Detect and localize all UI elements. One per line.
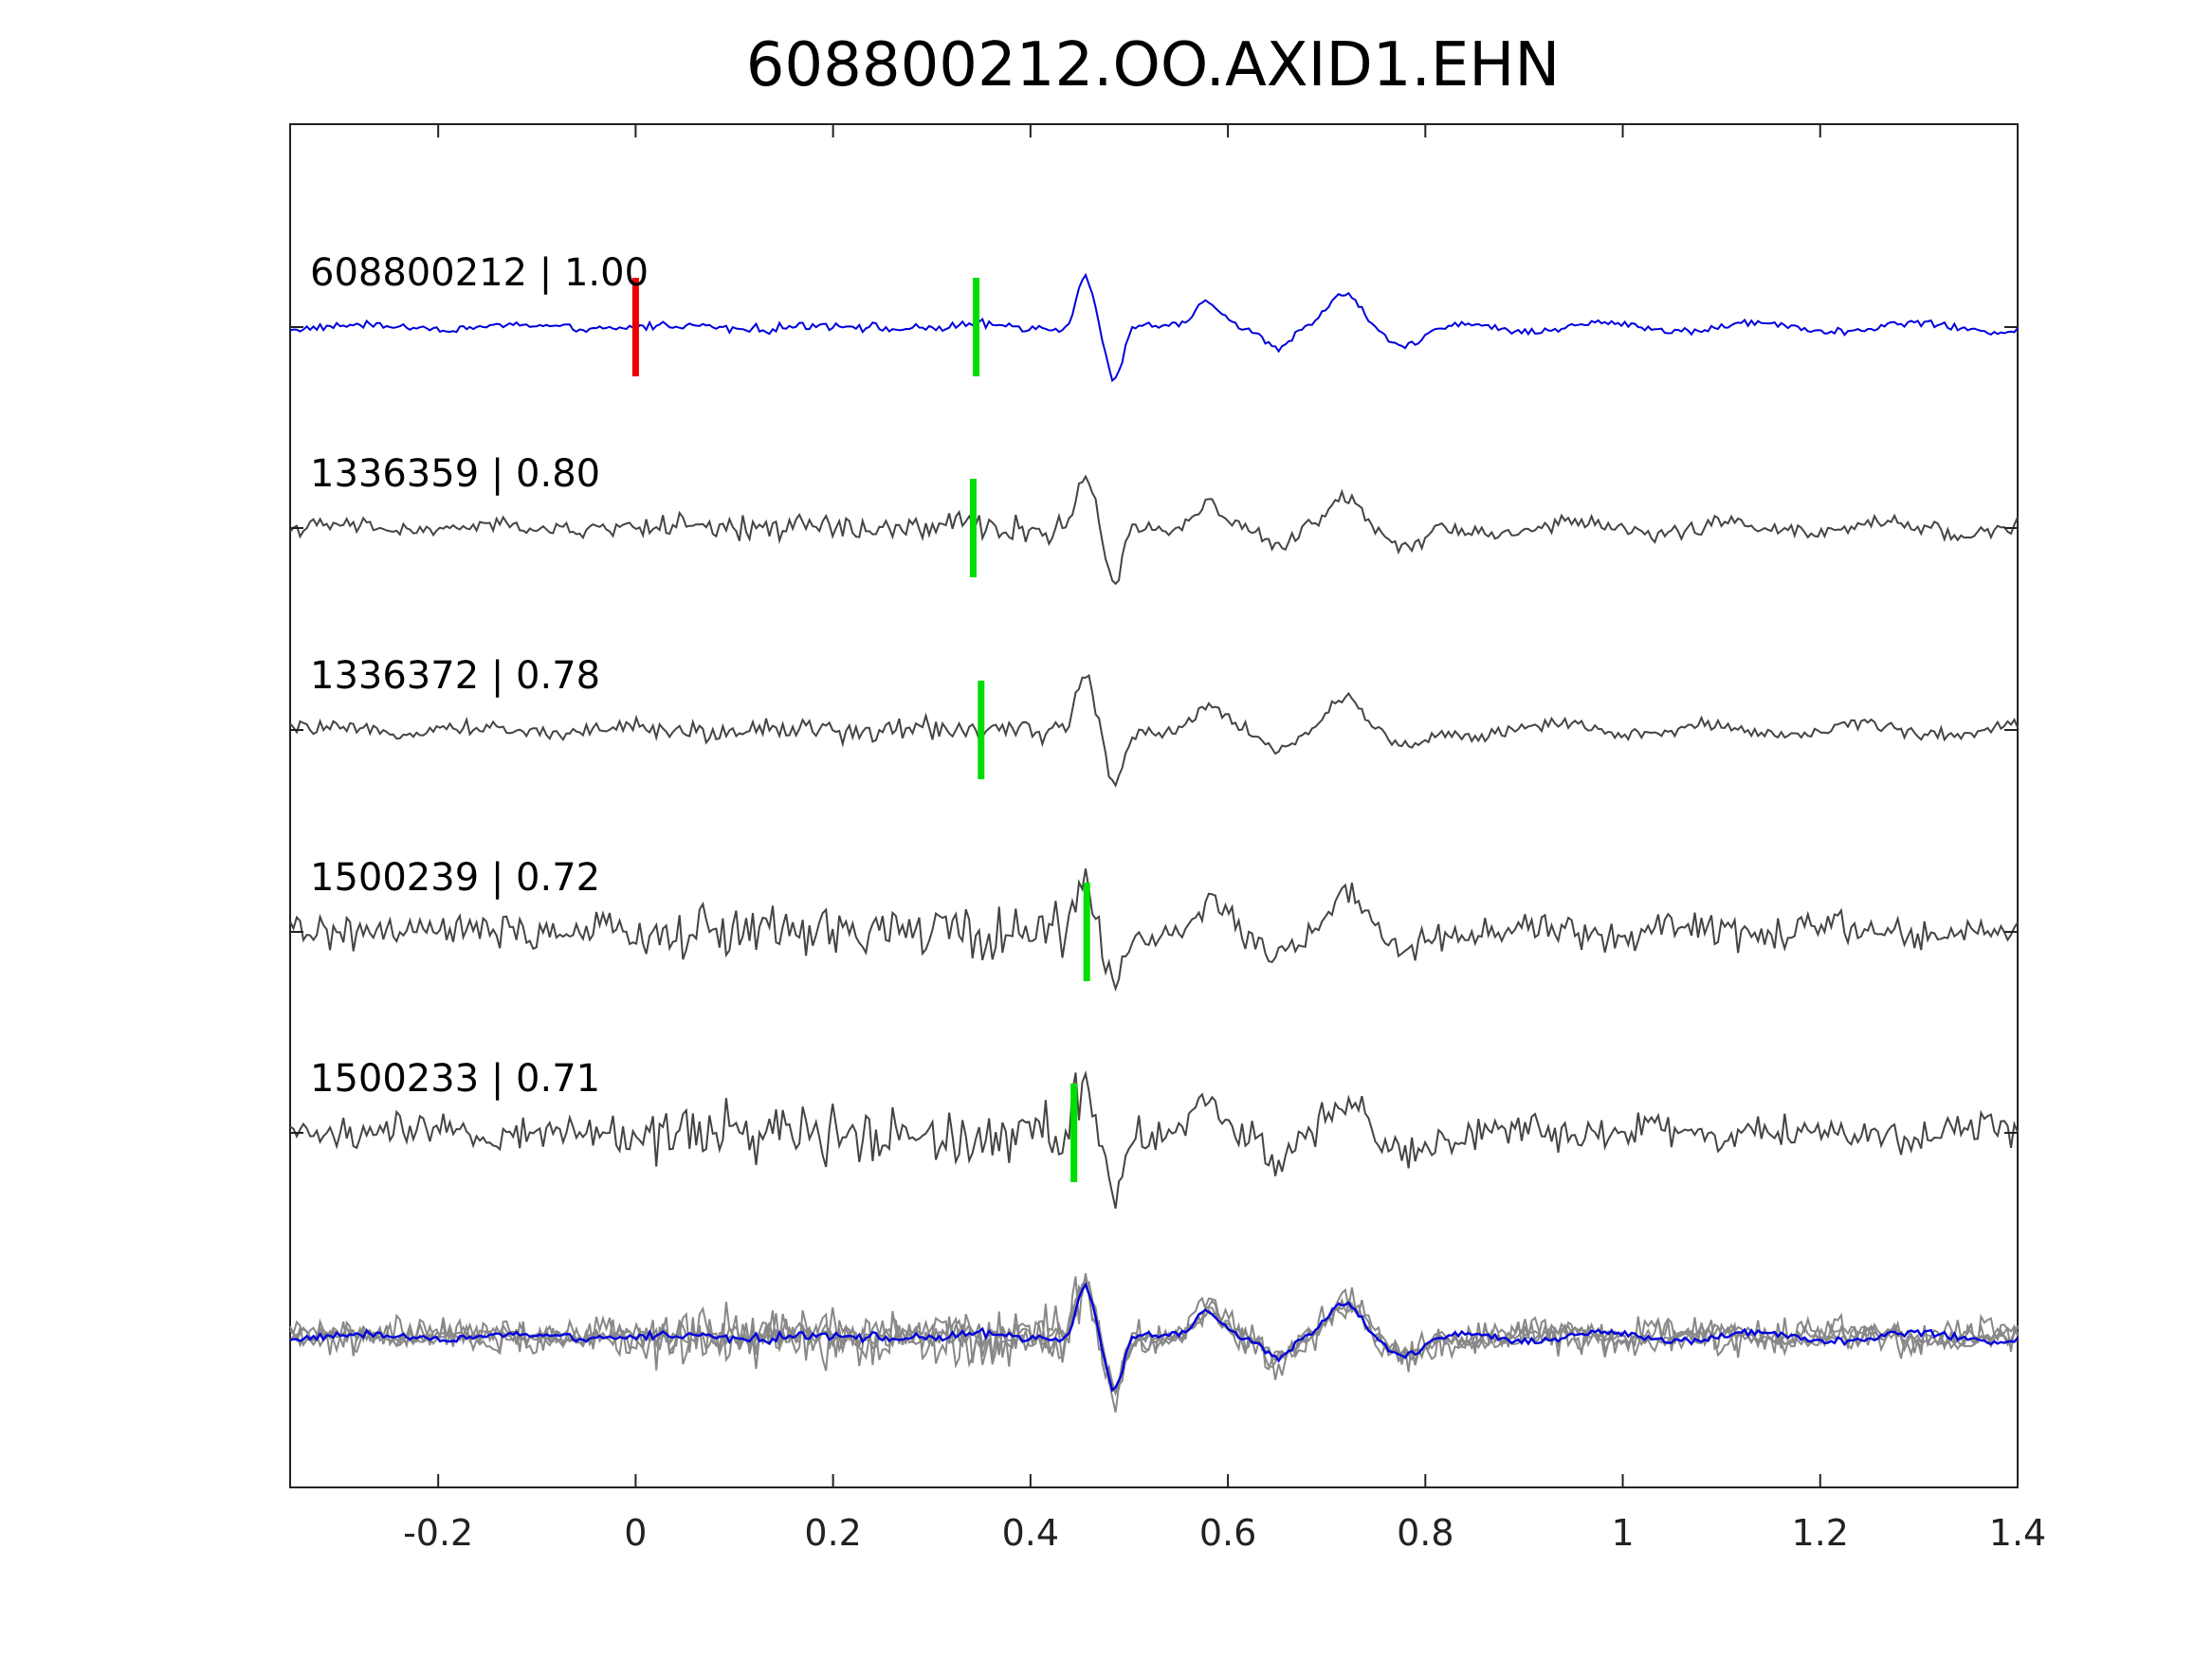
trace-label-1336359: 1336359 | 0.80: [310, 452, 600, 496]
trace-label-1500233: 1500233 | 0.71: [310, 1057, 600, 1101]
plot-area: [289, 123, 2019, 1488]
trace-line-1336372: [289, 673, 2019, 788]
trace-line-1336359: [289, 474, 2019, 586]
x-tick-label: 1.2: [1792, 1512, 1849, 1554]
trace-line-608800212: [289, 272, 2019, 383]
trace-line-1500239: [289, 868, 2019, 993]
trace-labels: 608800212 | 1.00 1336359 | 0.80 1336372 | …: [310, 251, 649, 1101]
x-tick-label: -0.2: [403, 1512, 473, 1554]
x-tick-label: 0.8: [1397, 1512, 1453, 1554]
trace-label-608800212: 608800212 | 1.00: [310, 251, 649, 295]
trace-line-1500233: [289, 1069, 2019, 1210]
x-tick-label: 0: [624, 1512, 647, 1554]
x-tick-label: 0.4: [1002, 1512, 1059, 1554]
trace-label-1500239: 1500239 | 0.72: [310, 856, 600, 900]
traces-layer: [289, 272, 2019, 1413]
x-axis: -0.2 0 0.2 0.4 0.6 0.8 1 1.2 1.4: [403, 124, 2046, 1554]
trace-label-1336372: 1336372 | 0.78: [310, 654, 600, 698]
x-tick-label: 0.6: [1199, 1512, 1256, 1554]
chart-title: 608800212.OO.AXID1.EHN: [746, 30, 1561, 100]
x-tick-label: 1: [1611, 1512, 1634, 1554]
x-tick-label: 1.4: [1989, 1512, 2046, 1554]
x-tick-label: 0.2: [804, 1512, 861, 1554]
overlay-line-608800212: [289, 1282, 2019, 1393]
